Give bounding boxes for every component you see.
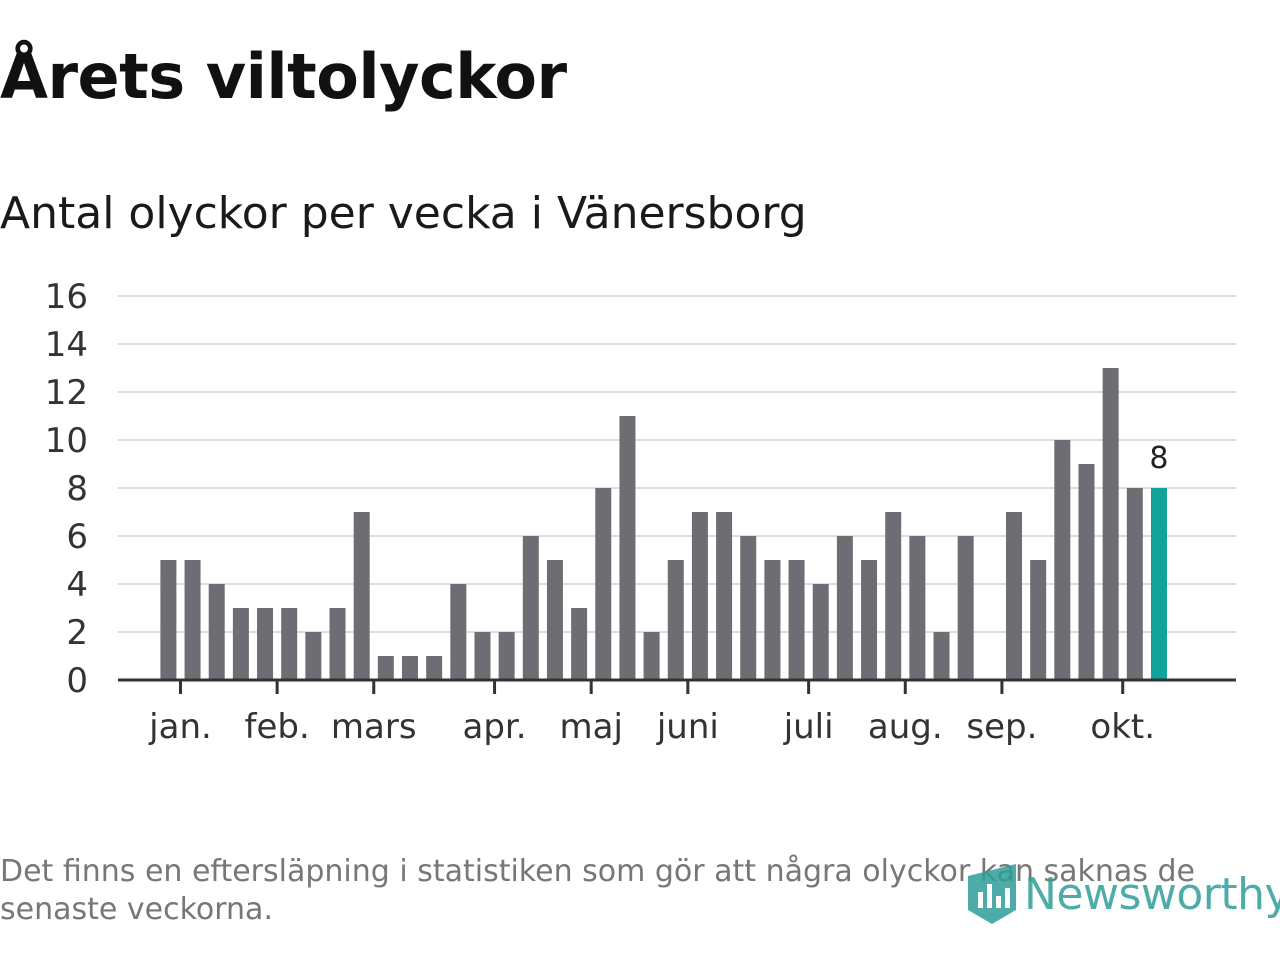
bar <box>909 536 926 680</box>
bar <box>1006 512 1022 680</box>
bar-chart: 0 2 4 6 8 10 12 14 16 jan. feb. mars apr. maj juni jul… <box>45 277 1236 747</box>
bar <box>957 536 974 680</box>
data-labels: 8 <box>1149 441 1168 476</box>
bar <box>571 608 588 680</box>
bar <box>836 536 853 680</box>
bar <box>667 560 684 680</box>
newsworthy-logo: Newsworthy <box>966 862 1280 926</box>
bar <box>329 608 346 680</box>
bar-highlight <box>1150 488 1167 680</box>
bar <box>1126 488 1143 680</box>
bar <box>788 560 805 680</box>
chart-title: Årets viltolyckor <box>0 40 567 113</box>
x-tick-label: jan. <box>148 707 212 747</box>
y-tick-label: 2 <box>66 613 88 653</box>
bar <box>546 560 563 680</box>
bar <box>764 560 781 680</box>
x-tick-label: apr. <box>463 707 527 747</box>
bar <box>812 584 829 680</box>
bar <box>474 632 491 680</box>
y-tick-label: 14 <box>45 325 88 365</box>
y-tick-label: 10 <box>45 421 88 461</box>
bar <box>498 632 515 680</box>
bar <box>1030 560 1047 680</box>
bar <box>208 584 225 680</box>
y-tick-label: 6 <box>66 517 88 557</box>
bar <box>522 536 539 680</box>
newsworthy-logo-icon <box>968 864 1016 924</box>
x-axis-ticks: jan. feb. mars apr. maj juni juli aug. sep. okt. <box>148 680 1155 747</box>
bar <box>885 512 902 680</box>
x-tick-label: mars <box>331 707 417 747</box>
y-tick-label: 16 <box>45 277 88 317</box>
x-tick-label: juli <box>783 707 834 747</box>
bar <box>691 512 708 680</box>
bar <box>426 656 443 680</box>
newsworthy-logo-text: Newsworthy <box>1024 868 1280 920</box>
x-tick-label: sep. <box>966 707 1037 747</box>
gridlines <box>118 295 1236 633</box>
bar <box>861 560 878 680</box>
bar <box>619 416 636 680</box>
x-tick-label: juni <box>656 707 719 747</box>
bar <box>1102 368 1119 680</box>
bar <box>643 632 660 680</box>
bars <box>160 368 1167 680</box>
bar <box>232 608 249 680</box>
bar <box>450 584 467 680</box>
y-tick-label: 12 <box>45 373 88 413</box>
bar <box>184 560 201 680</box>
y-tick-label: 4 <box>66 565 88 605</box>
bar <box>353 512 370 680</box>
chart-subtitle: Antal olyckor per vecka i Vänersborg <box>0 188 807 239</box>
bar <box>1054 440 1071 680</box>
data-label-latest: 8 <box>1149 441 1168 476</box>
x-tick-label: okt. <box>1090 707 1155 747</box>
y-axis-tick-labels: 0 2 4 6 8 10 12 14 16 <box>45 277 88 701</box>
x-tick-label: feb. <box>244 707 309 747</box>
bar <box>595 488 612 680</box>
y-tick-label: 0 <box>66 661 88 701</box>
bar <box>716 512 733 680</box>
bar <box>933 632 950 680</box>
bar <box>257 608 274 680</box>
x-tick-label: aug. <box>868 707 943 747</box>
bar <box>281 608 298 680</box>
bar <box>740 536 757 680</box>
bar <box>305 632 322 680</box>
bar <box>1078 464 1095 680</box>
bar <box>377 656 394 680</box>
y-tick-label: 8 <box>66 469 88 509</box>
bar <box>402 656 418 680</box>
x-tick-label: maj <box>559 707 622 747</box>
bar <box>160 560 177 680</box>
